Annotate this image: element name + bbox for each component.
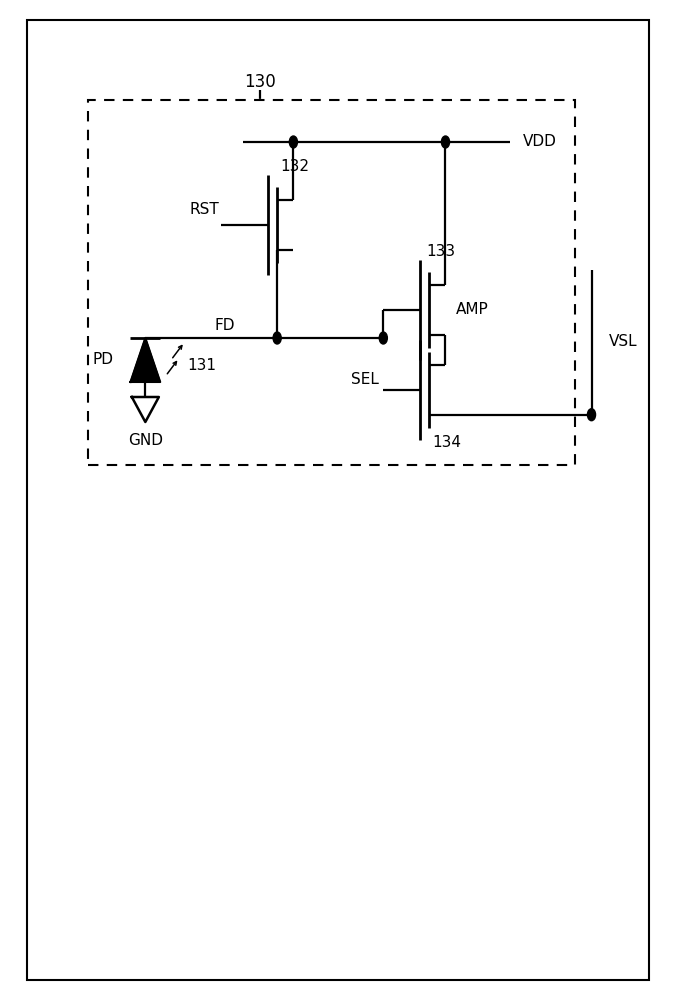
Text: 133: 133 [426, 244, 455, 259]
Text: VDD: VDD [523, 134, 556, 149]
Text: AMP: AMP [456, 302, 488, 318]
Text: RST: RST [190, 202, 220, 218]
Polygon shape [130, 338, 160, 382]
Text: 131: 131 [187, 358, 216, 372]
Circle shape [441, 136, 450, 148]
Circle shape [273, 332, 281, 344]
Circle shape [289, 136, 297, 148]
Circle shape [379, 332, 387, 344]
Text: 130: 130 [245, 73, 276, 91]
Text: VSL: VSL [608, 334, 637, 349]
Text: SEL: SEL [351, 372, 379, 387]
Circle shape [587, 409, 596, 421]
Text: GND: GND [128, 433, 163, 448]
Text: FD: FD [214, 318, 235, 332]
Text: 134: 134 [433, 435, 462, 450]
Text: PD: PD [93, 353, 114, 367]
Text: 132: 132 [281, 159, 310, 174]
